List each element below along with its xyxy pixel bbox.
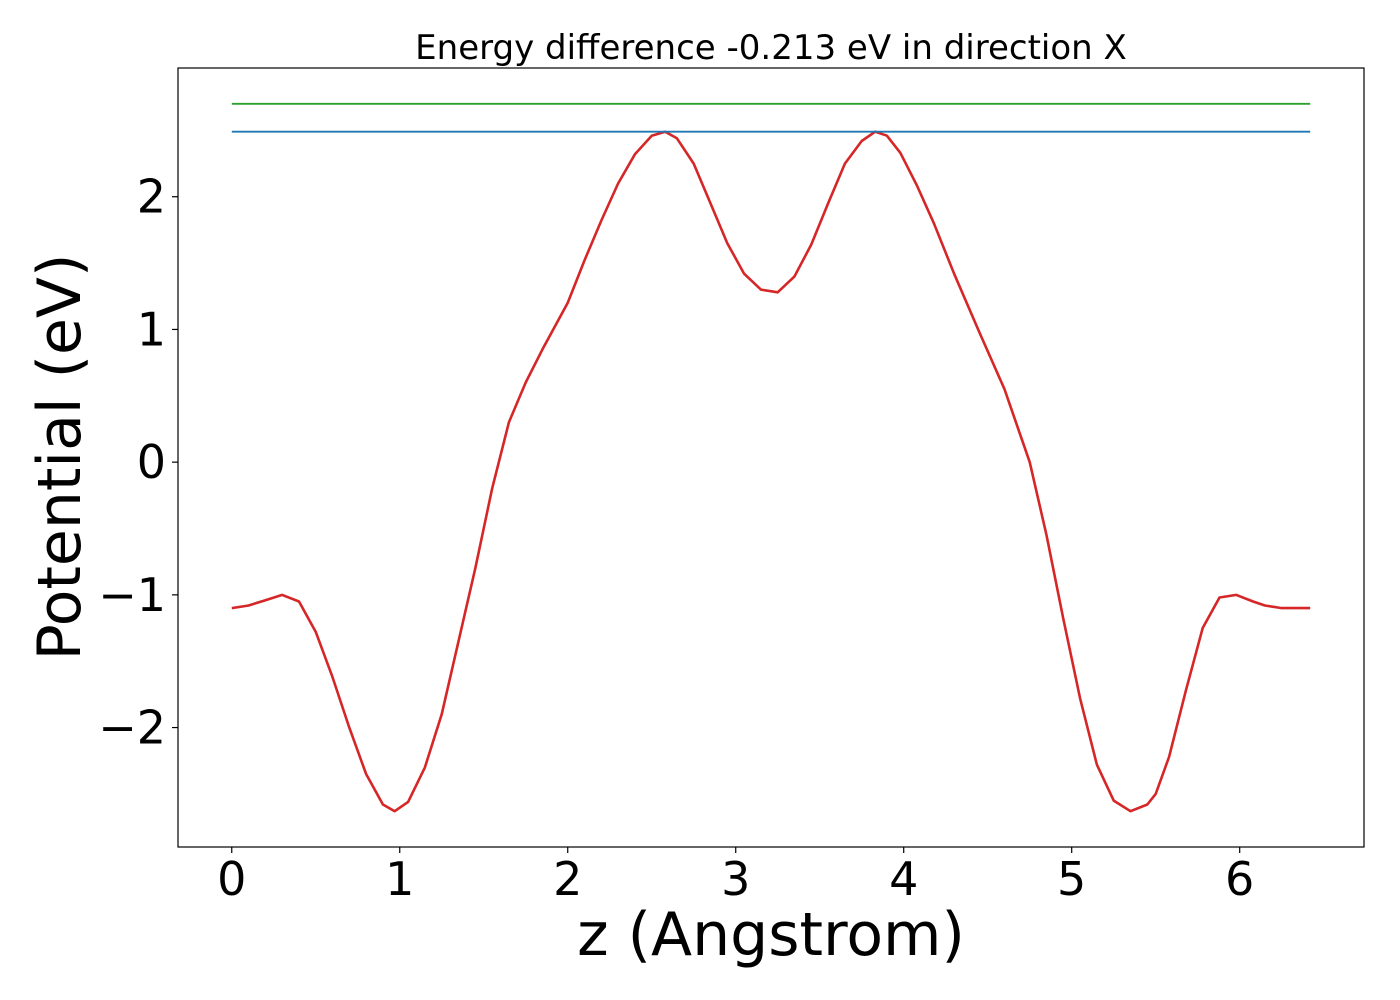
x-tick-label: 4 — [889, 852, 918, 906]
plot-frame — [177, 67, 1365, 848]
y-axis-ticks: −2 −1 0 1 2 — [98, 170, 178, 755]
y-axis-label: Potential (eV) — [25, 254, 95, 661]
x-axis-ticks: 0 1 2 3 4 5 6 — [217, 847, 1254, 906]
plot-layer — [231, 102, 1311, 813]
series-line-0 — [231, 130, 1311, 813]
y-tick-label: 0 — [137, 435, 166, 489]
x-tick-label: 5 — [1057, 852, 1086, 906]
y-tick-label: 1 — [137, 302, 166, 356]
x-tick-label: 3 — [721, 852, 750, 906]
x-tick-label: 2 — [553, 852, 582, 906]
x-tick-label: 0 — [217, 852, 246, 906]
y-tick-label: −2 — [98, 701, 166, 755]
chart-title: Energy difference -0.213 eV in direction… — [415, 28, 1127, 68]
y-tick-label: −1 — [98, 568, 166, 622]
x-axis-label: z (Angstrom) — [577, 900, 965, 970]
y-tick-label: 2 — [137, 170, 166, 224]
x-tick-label: 1 — [385, 852, 414, 906]
x-tick-label: 6 — [1225, 852, 1254, 906]
